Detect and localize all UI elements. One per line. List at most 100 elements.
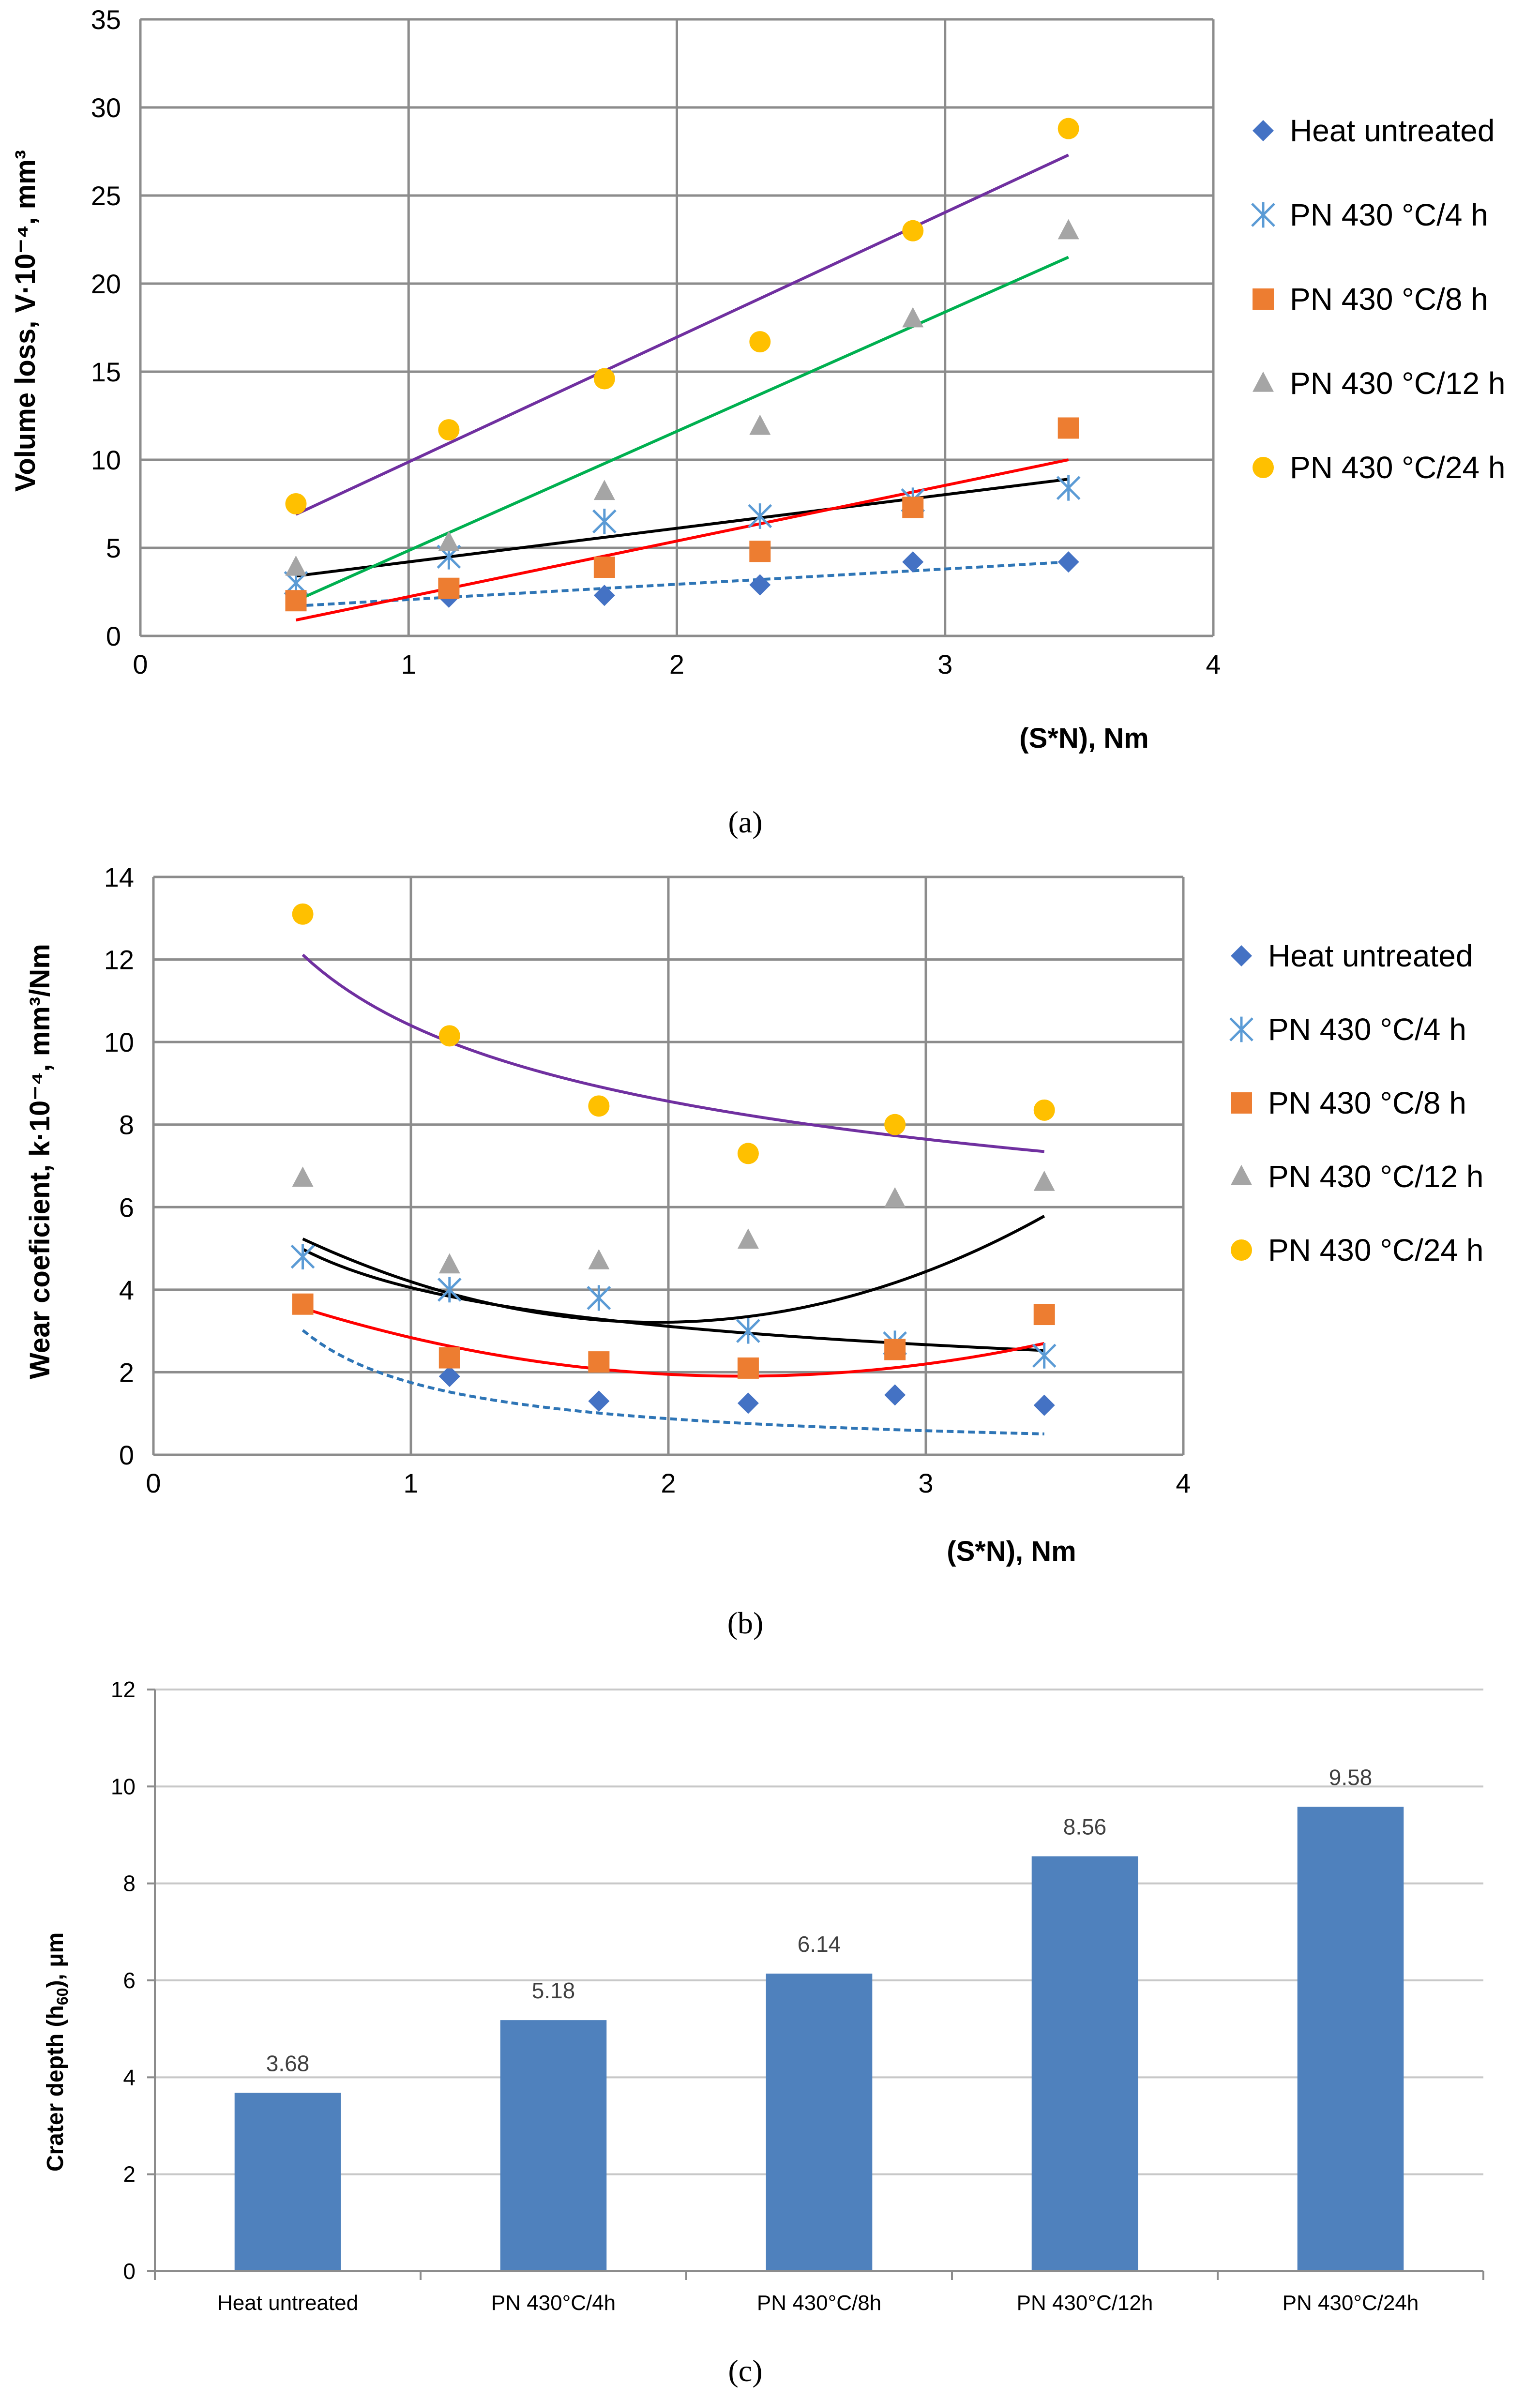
chart-b-axes (152, 877, 1183, 1456)
chart-c-axes (147, 1689, 1484, 2280)
b-marker-pn-430-c-12-h (438, 1253, 460, 1274)
b-marker-pn-430-c-12-h (884, 1187, 906, 1207)
b-marker-heat-untreated (438, 1365, 460, 1387)
b-marker-pn-430-c-8-h (588, 1351, 610, 1373)
a-legend-marker-heat-untreated (1253, 120, 1274, 141)
b-y-tick-label: 0 (119, 1440, 134, 1470)
c-data-label-pn-430-c-8h: 6.14 (798, 1931, 841, 1957)
c-y-tick-label: 8 (123, 1871, 136, 1896)
chart-c-y-axis-title: Crater depth (h60), μm (43, 1932, 71, 2172)
chart-c-y-axis-title-sub: 60 (54, 1988, 71, 2006)
chart-c-y-axis-title-main: Crater depth (h (43, 2005, 68, 2172)
a-marker-pn-430-c-24-h (593, 368, 615, 390)
c-bar-heat-untreated (234, 2093, 341, 2271)
chart-b-gridlines (153, 875, 1185, 1455)
chart-c-y-axis-title-tail: ), μm (43, 1932, 68, 1988)
a-legend-label-pn-430-c-24-h: PN 430 °C/24 h (1290, 450, 1505, 485)
b-marker-heat-untreated (884, 1384, 906, 1406)
b-marker-pn-430-c-8-h (737, 1357, 759, 1379)
a-marker-pn-430-c-4-h (748, 503, 772, 529)
a-trendline-pn-430-c-8-h (295, 458, 1069, 622)
a-legend-marker-pn-430-c-8-h (1253, 288, 1274, 310)
b-marker-pn-430-c-24-h (1033, 1099, 1055, 1121)
a-legend-marker-pn-430-c-24-h (1253, 457, 1274, 478)
chart-a-tick-labels: 0 1 2 3 4 0 5 10 15 20 25 30 35 (91, 4, 1221, 679)
b-y-tick-label: 8 (119, 1110, 134, 1140)
b-x-tick-label: 2 (661, 1468, 676, 1498)
a-marker-heat-untreated (902, 551, 924, 573)
a-y-tick-label: 35 (91, 4, 121, 35)
b-trendline-heat-untreated (302, 1329, 1044, 1435)
b-trendline-pn-430-c-12-h (302, 1215, 1045, 1324)
b-marker-pn-430-c-4-h (587, 1285, 611, 1311)
a-x-tick-label: 4 (1206, 649, 1221, 679)
a-marker-pn-430-c-8-h (1057, 417, 1079, 439)
b-marker-pn-430-c-24-h (438, 1025, 460, 1047)
a-marker-pn-430-c-12-h (438, 530, 460, 551)
a-y-tick-label: 15 (91, 357, 121, 387)
chart-a-legend: Heat untreated PN 430 °C/4 h PN 430 °C/8 h… (1251, 113, 1505, 485)
a-x-tick-label: 1 (401, 649, 416, 679)
a-y-tick-label: 30 (91, 92, 121, 123)
a-marker-heat-untreated (749, 574, 771, 596)
c-bar-pn-430-c-24h (1297, 1807, 1404, 2271)
a-legend-label-pn-430-c-4-h: PN 430 °C/4 h (1290, 197, 1488, 232)
c-bar-pn-430-c-12h (1031, 1856, 1138, 2271)
c-data-label-heat-untreated: 3.68 (266, 2051, 310, 2076)
a-y-tick-label: 5 (106, 533, 121, 563)
chart-c-bars (234, 1807, 1404, 2271)
b-y-tick-label: 10 (104, 1027, 134, 1057)
chart-c-tick-labels: 0 2 4 6 8 10 12 Heat untreated PN 430°C/4h PN 430… (111, 1677, 1419, 2315)
b-marker-pn-430-c-8-h (884, 1339, 906, 1360)
a-marker-pn-430-c-12-h (285, 555, 307, 576)
a-marker-pn-430-c-8-h (749, 541, 771, 562)
b-marker-pn-430-c-8-h (292, 1293, 314, 1315)
c-data-label-pn-430-c-12h: 8.56 (1063, 1814, 1107, 1840)
c-y-tick-label: 4 (123, 2065, 136, 2090)
chart-a-y-axis-title: Volume loss, V·10⁻⁴, mm³ (10, 150, 41, 492)
b-marker-pn-430-c-12-h (588, 1249, 610, 1269)
b-marker-pn-430-c-24-h (884, 1114, 906, 1135)
b-legend-marker-pn-430-c-4-h (1229, 1016, 1253, 1042)
a-y-tick-label: 20 (91, 269, 121, 299)
c-y-tick-label: 12 (111, 1677, 136, 1702)
b-marker-pn-430-c-8-h (1033, 1304, 1055, 1326)
a-marker-pn-430-c-8-h (593, 557, 615, 578)
c-y-tick-label: 10 (111, 1774, 136, 1799)
b-marker-pn-430-c-4-h (290, 1244, 315, 1270)
b-legend-label-pn-430-c-4-h: PN 430 °C/4 h (1268, 1012, 1466, 1047)
b-y-tick-label: 2 (119, 1357, 134, 1388)
b-marker-heat-untreated (1033, 1394, 1055, 1416)
chart-c-data-labels: 3.68 5.18 6.14 8.56 9.58 (266, 1765, 1373, 2076)
b-trendline-pn-430-c-8-h (302, 1307, 1045, 1378)
a-marker-pn-430-c-4-h (592, 509, 617, 534)
chart-a-volume-loss: 0 1 2 3 4 0 5 10 15 20 25 30 35 (S*N), Nm Volume los… (10, 4, 1505, 839)
c-x-tick-label-pn-430-c-4h: PN 430°C/4h (491, 2291, 616, 2315)
a-trendline-pn-430-c-12-h (295, 256, 1069, 602)
a-legend-label-pn-430-c-12-h: PN 430 °C/12 h (1290, 366, 1505, 401)
a-marker-pn-430-c-8-h (438, 577, 460, 599)
chart-b-x-axis-title: (S*N), Nm (947, 1536, 1076, 1567)
c-data-label-pn-430-c-4h: 5.18 (532, 1978, 575, 2003)
chart-b-y-axis-title: Wear coeficient, k·10⁻⁴, mm³/Nm (24, 944, 56, 1379)
b-legend-label-pn-430-c-12-h: PN 430 °C/12 h (1268, 1159, 1483, 1194)
b-marker-pn-430-c-24-h (292, 903, 314, 925)
chart-b-panel-label: (b) (727, 1606, 764, 1640)
b-y-tick-label: 12 (104, 945, 134, 975)
a-marker-pn-430-c-12-h (593, 480, 615, 500)
b-legend-label-pn-430-c-8-h: PN 430 °C/8 h (1268, 1086, 1466, 1120)
b-marker-pn-430-c-12-h (737, 1228, 759, 1249)
b-x-tick-label: 4 (1176, 1468, 1191, 1498)
chart-a-gridlines (140, 18, 1215, 636)
a-marker-pn-430-c-8-h (285, 590, 307, 612)
a-legend-marker-pn-430-c-4-h (1251, 202, 1275, 228)
a-x-tick-label: 2 (669, 649, 684, 679)
b-legend-marker-pn-430-c-8-h (1231, 1092, 1252, 1114)
chart-a-panel-label: (a) (728, 805, 762, 839)
c-bar-pn-430-c-4h (500, 2020, 607, 2271)
a-legend-label-pn-430-c-8-h: PN 430 °C/8 h (1290, 282, 1488, 317)
a-y-tick-label: 10 (91, 445, 121, 475)
b-legend-label-pn-430-c-24-h: PN 430 °C/24 h (1268, 1233, 1483, 1267)
b-legend-marker-heat-untreated (1231, 945, 1252, 966)
